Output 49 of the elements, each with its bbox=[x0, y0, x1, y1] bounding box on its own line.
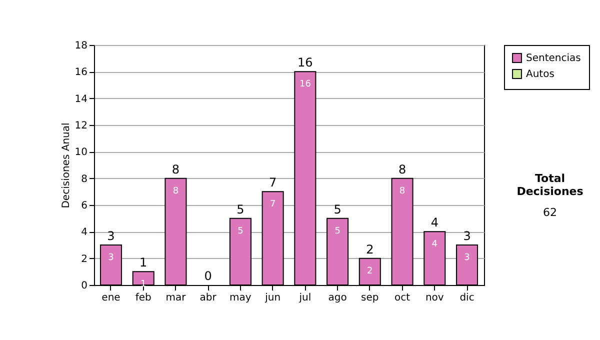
y-axis-title: Decisiones Anual bbox=[60, 122, 72, 208]
x-tick-label: abr bbox=[200, 292, 218, 304]
total-label: 5 bbox=[334, 202, 342, 216]
y-tick-label: 2 bbox=[81, 254, 88, 265]
text: Total Decisiones bbox=[516, 172, 584, 198]
data-label: 8 bbox=[399, 186, 406, 196]
y-tick-label: 0 bbox=[81, 280, 88, 292]
total-label: 5 bbox=[236, 202, 244, 216]
total-label: 3 bbox=[463, 229, 471, 243]
data-label: 7 bbox=[270, 200, 276, 210]
y-tick-label: 10 bbox=[74, 147, 88, 158]
total-label: 3 bbox=[107, 229, 115, 243]
x-tick-label: mar bbox=[166, 292, 187, 304]
x-tick-label: jul bbox=[298, 292, 312, 304]
total-label: 8 bbox=[398, 162, 406, 176]
y-tick-label: 6 bbox=[81, 200, 88, 212]
y-tick-label: 16 bbox=[74, 67, 88, 78]
legend-label: Autos bbox=[526, 69, 554, 80]
data-label: 8 bbox=[172, 186, 179, 196]
x-tick-label: oct bbox=[394, 292, 410, 304]
data-label: 5 bbox=[238, 226, 244, 236]
x-tick-label: jun bbox=[264, 292, 281, 304]
total-label: 0 bbox=[204, 269, 212, 283]
data-label: 2 bbox=[367, 266, 373, 276]
data-label: 16 bbox=[299, 80, 312, 90]
legend-label: Sentencias bbox=[526, 53, 581, 64]
y-tick-label: 14 bbox=[74, 94, 88, 105]
x-tick-label: sep bbox=[361, 292, 379, 304]
y-tick-label: 4 bbox=[81, 227, 88, 238]
y-tick-label: 8 bbox=[81, 174, 88, 185]
total-label: 2 bbox=[366, 242, 374, 256]
total-label: 8 bbox=[172, 162, 180, 176]
x-tick-label: ago bbox=[328, 292, 347, 304]
total-label: 16 bbox=[298, 56, 313, 70]
x-tick-label: may bbox=[230, 292, 252, 304]
x-tick-label: nov bbox=[425, 292, 444, 304]
data-label: 4 bbox=[432, 240, 438, 250]
x-tick-label: ene bbox=[102, 292, 120, 304]
text: 62 bbox=[542, 206, 558, 219]
total-label: 4 bbox=[430, 216, 438, 230]
total-label: 7 bbox=[268, 176, 277, 190]
x-tick-label: feb bbox=[135, 292, 152, 304]
data-label: 5 bbox=[334, 226, 340, 236]
x-tick-label: dic bbox=[460, 292, 474, 304]
data-label: 3 bbox=[108, 253, 114, 263]
total-label: 1 bbox=[140, 256, 148, 270]
data-label: 3 bbox=[464, 253, 470, 263]
y-tick-label: 12 bbox=[74, 120, 88, 132]
y-tick-label: 18 bbox=[74, 40, 88, 52]
